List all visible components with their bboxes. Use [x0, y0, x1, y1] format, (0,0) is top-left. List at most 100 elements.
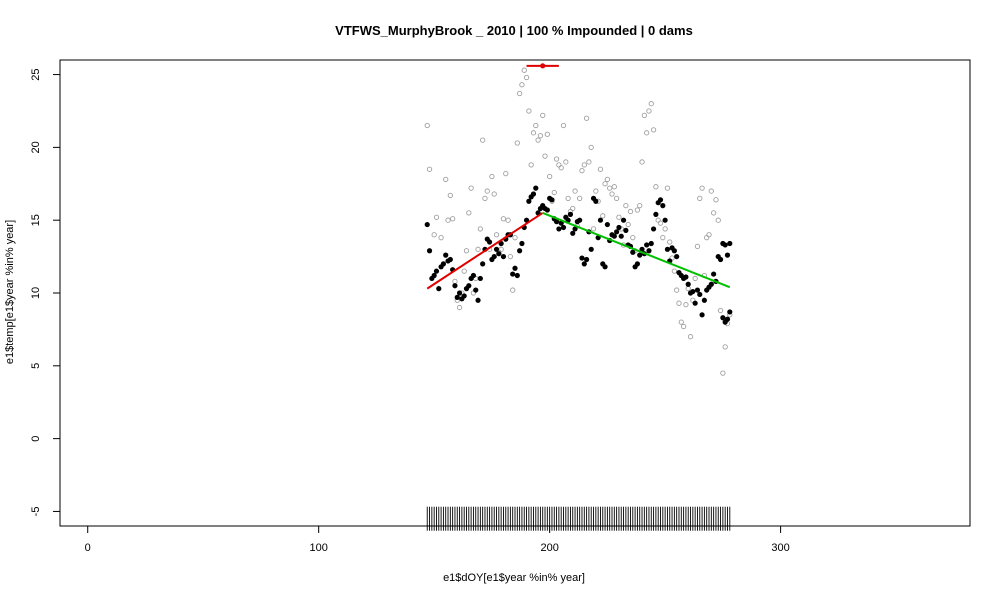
y-tick-label: 10: [30, 287, 42, 299]
daily-max-point: [540, 112, 546, 118]
daily-max-point: [710, 210, 717, 216]
daily-max-point: [653, 184, 659, 190]
daily-mean-point: [620, 217, 627, 223]
daily-max-point: [514, 140, 520, 146]
y-tick-label: 25: [30, 68, 42, 80]
daily-max-point: [588, 144, 594, 151]
y-tick-label: 15: [30, 214, 42, 226]
daily-mean-point: [519, 240, 525, 247]
daily-max-point: [533, 122, 539, 129]
daily-mean-point: [491, 253, 497, 260]
breakpoint-marker: [526, 63, 559, 69]
daily-max-point: [630, 235, 636, 241]
daily-max-point: [579, 168, 585, 174]
daily-max-point: [477, 226, 484, 232]
daily-max-point: [521, 67, 527, 73]
daily-mean-point: [634, 261, 641, 267]
daily-max-point: [613, 195, 620, 201]
daily-max-point: [678, 319, 684, 325]
daily-max-point: [546, 173, 553, 180]
daily-mean-point: [577, 217, 583, 223]
daily-max-point: [641, 112, 647, 118]
daily-mean-point: [486, 239, 493, 245]
daily-max-point: [544, 131, 550, 137]
daily-mean-point: [514, 272, 520, 279]
daily-mean-point: [549, 197, 555, 203]
daily-mean-point: [724, 252, 731, 258]
daily-max-point: [570, 205, 576, 212]
daily-max-point: [577, 195, 583, 201]
daily-max-point: [516, 90, 523, 97]
daily-mean-point: [553, 219, 560, 225]
rising-fit-line: [426, 212, 544, 290]
daily-mean-point: [602, 264, 608, 270]
daily-mean-point: [588, 246, 594, 252]
daily-mean-point: [443, 252, 449, 258]
daily-mean-point: [653, 211, 659, 217]
daily-max-point: [447, 192, 453, 199]
daily-max-point: [600, 213, 606, 219]
daily-mean-point: [646, 248, 652, 254]
daily-mean-point: [477, 275, 483, 282]
daily-max-point: [625, 221, 631, 228]
daily-max-point: [560, 122, 567, 129]
x-tick-label: 100: [310, 542, 328, 554]
daily-max-point: [602, 181, 608, 187]
daily-max-point: [426, 166, 433, 172]
daily-max-point: [438, 235, 444, 241]
daily-max-point: [683, 301, 689, 308]
daily-mean-point: [683, 274, 689, 280]
daily-max-point: [616, 214, 622, 220]
daily-max-point: [662, 226, 668, 232]
daily-max-point: [572, 188, 578, 194]
daily-max-point: [461, 268, 467, 274]
daily-max-point: [468, 185, 474, 191]
daily-max-point: [697, 195, 703, 201]
daily-mean-point: [618, 233, 624, 239]
daily-mean-point: [512, 265, 518, 271]
daily-max-point: [565, 195, 571, 201]
daily-max-point: [597, 166, 604, 172]
series-daily-max: [424, 67, 733, 376]
daily-max-point: [713, 197, 719, 203]
daily-mean-point: [431, 272, 437, 279]
daily-mean-point: [727, 240, 733, 247]
plot-frame: [59, 59, 971, 527]
daily-max-point: [519, 82, 525, 88]
daily-max-point: [634, 207, 641, 213]
daily-max-point: [676, 300, 682, 306]
daily-mean-point: [717, 256, 724, 263]
daily-max-point: [667, 239, 673, 245]
daily-max-point: [480, 137, 486, 143]
daily-mean-point: [727, 309, 733, 315]
daily-mean-point: [426, 248, 433, 254]
daily-mean-point: [493, 246, 500, 252]
daily-max-point: [512, 235, 518, 241]
daily-mean-point: [650, 226, 657, 232]
daily-max-point: [648, 101, 654, 107]
daily-max-point: [528, 162, 534, 168]
daily-max-point: [463, 248, 470, 254]
daily-max-point: [489, 173, 495, 180]
falling-fit-line: [542, 211, 731, 289]
daily-max-point: [660, 235, 666, 241]
series-daily-mean: [424, 185, 733, 325]
daily-max-point: [699, 185, 705, 191]
daily-mean-point: [660, 203, 666, 209]
daily-mean-point: [473, 287, 479, 293]
daily-max-point: [607, 185, 613, 191]
daily-mean-point: [614, 229, 620, 235]
daily-mean-point: [526, 198, 532, 204]
daily-mean-point: [671, 248, 677, 254]
daily-max-point: [657, 220, 664, 226]
daily-mean-point: [657, 197, 664, 203]
daily-max-point: [692, 275, 698, 282]
y-axis: -5 0 5 10 15 20 25: [30, 68, 61, 516]
daily-max-point: [720, 370, 726, 376]
fit-lines: [426, 211, 731, 290]
daily-mean-point: [630, 249, 636, 255]
daily-max-point: [505, 217, 511, 223]
y-tick-label: 5: [30, 363, 42, 369]
daily-max-point: [694, 243, 701, 250]
daily-mean-point: [454, 294, 460, 300]
